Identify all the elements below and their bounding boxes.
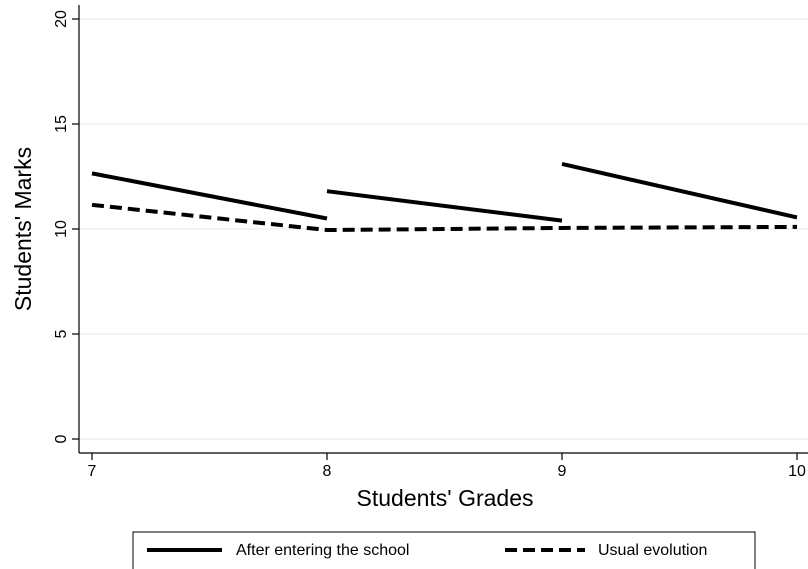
- line-series: [91, 202, 798, 233]
- y-tick-label: 0: [53, 434, 70, 443]
- y-axis-label: Students' Marks: [10, 147, 36, 311]
- x-tick-label: 9: [558, 463, 567, 480]
- y-tick-label: 15: [53, 115, 70, 133]
- y-tick-label: 5: [53, 329, 70, 338]
- legend: [132, 531, 756, 569]
- x-tick-label: 10: [788, 463, 806, 480]
- y-tick-label: 10: [53, 220, 70, 238]
- line-series: [91, 161, 798, 223]
- legend-label: Usual evolution: [598, 542, 707, 559]
- x-tick-label: 7: [88, 463, 97, 480]
- x-axis-label: Students' Grades: [357, 485, 534, 511]
- y-tick-label: 20: [53, 10, 70, 28]
- x-tick-label: 8: [323, 463, 332, 480]
- legend-label: After entering the school: [236, 542, 409, 559]
